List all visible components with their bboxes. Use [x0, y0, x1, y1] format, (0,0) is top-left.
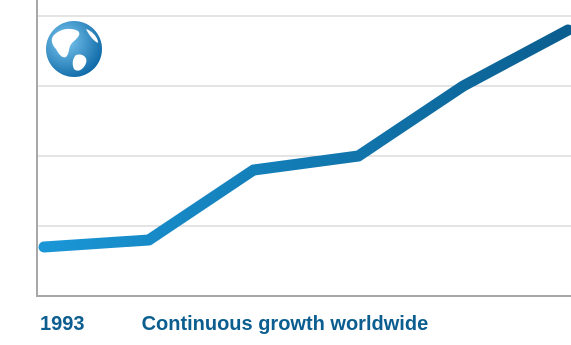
series-line-growth	[38, 24, 571, 253]
caption-year: 1993	[40, 313, 85, 335]
globe-icon	[46, 21, 102, 77]
gridlines	[37, 15, 571, 227]
caption-text: Continuous growth worldwide	[141, 313, 429, 335]
timeline-caption: 1993 Continuous growth worldwide	[40, 313, 428, 336]
